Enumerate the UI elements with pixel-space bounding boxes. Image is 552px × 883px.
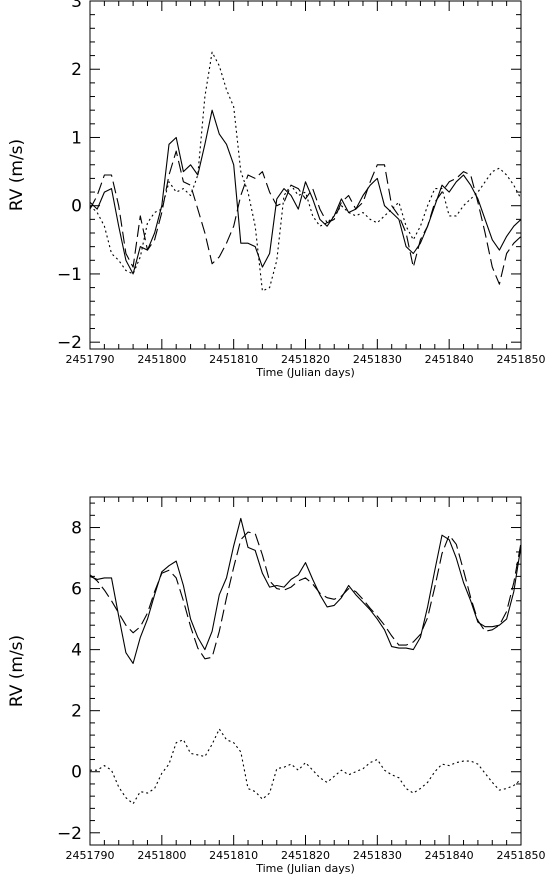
plot-frame [89, 496, 522, 846]
bottom-panel: 2451790 2451800 2451810 2451820 2451830 24518… [7, 496, 546, 875]
series-dotted-line [90, 51, 521, 292]
x-tick-label: 2451850 [497, 353, 546, 366]
series-dashed-line [90, 150, 521, 285]
y-axis-label: RV (m/s) [7, 139, 27, 211]
x-tick-label: 2451830 [353, 353, 402, 366]
x-tick-label: 2451820 [281, 353, 330, 366]
x-tick-label: 2451840 [425, 849, 474, 862]
x-tick-label: 2451810 [209, 353, 258, 366]
y-tick-label: 0 [71, 763, 82, 783]
series-solid-line [90, 517, 521, 664]
y-tick-label: 2 [71, 702, 82, 722]
x-tick-label: 2451790 [66, 849, 115, 862]
y-tick-label: 4 [71, 641, 82, 661]
x-axis-label: Time (Julian days) [255, 862, 355, 875]
y-tick-label: −2 [57, 333, 82, 353]
y-tick-label: 0 [71, 197, 82, 217]
y-tick-label: −1 [57, 265, 82, 285]
y-axis-label: RV (m/s) [7, 635, 27, 707]
y-tick-label: 1 [71, 128, 82, 148]
x-tick-label: 2451800 [137, 353, 186, 366]
plot-frame [89, 0, 522, 350]
series-dotted-line [90, 728, 521, 805]
y-tick-label: −2 [57, 824, 82, 844]
y-tick-label: 8 [71, 519, 82, 539]
series-solid-line [90, 109, 521, 275]
y-tick-label: 3 [71, 0, 82, 12]
series-dashed-line [90, 531, 521, 660]
x-tick-label: 2451850 [497, 849, 546, 862]
x-axis-label: Time (Julian days) [255, 366, 355, 379]
x-tick-label: 2451810 [209, 849, 258, 862]
top-panel: 2451790 2451800 2451810 2451820 2451830 24518… [7, 0, 546, 379]
x-tick-label: 2451800 [137, 849, 186, 862]
x-tick-label: 2451790 [66, 353, 115, 366]
x-tick-label: 2451830 [353, 849, 402, 862]
y-tick-label: 6 [71, 580, 82, 600]
y-tick-label: 2 [71, 60, 82, 80]
x-tick-label: 2451840 [425, 353, 474, 366]
x-tick-label: 2451820 [281, 849, 330, 862]
